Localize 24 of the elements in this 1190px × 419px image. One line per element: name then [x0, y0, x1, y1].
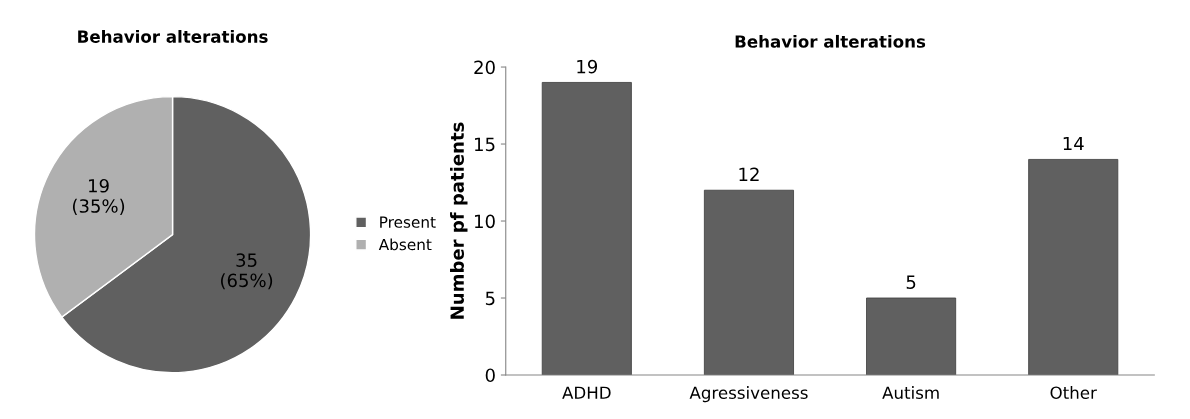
y-tick-label: 15: [475, 137, 495, 152]
data-label: 12: [739, 167, 759, 181]
legend-label: Present: [380, 216, 436, 228]
data-label: 19 (35%): [72, 178, 125, 215]
x-tick-label: ADHD: [562, 386, 611, 399]
chart-title: Behavior alterations: [78, 29, 268, 43]
bar: [866, 297, 957, 376]
bar: [541, 82, 632, 376]
data-label: 5: [906, 275, 916, 289]
x-tick-label: Agressiveness: [689, 386, 808, 403]
chart-title: Behavior alterations: [735, 34, 926, 48]
y-tick-label: 20: [474, 60, 495, 75]
data-label: 35 (65%): [221, 253, 273, 290]
y-tick-label: 5: [485, 291, 495, 306]
y-axis-title: Number pf patients: [450, 122, 468, 319]
legend-label: Absent: [378, 238, 432, 251]
y-tick-label: 10: [475, 214, 495, 229]
bar: [703, 189, 794, 376]
data-label: 19: [577, 59, 598, 74]
y-tick-label: 0: [485, 368, 495, 383]
x-tick-label: Autism: [882, 386, 939, 400]
bar: [1028, 159, 1119, 376]
data-label: 14: [1063, 136, 1084, 151]
x-tick-label: Other: [1050, 386, 1097, 400]
